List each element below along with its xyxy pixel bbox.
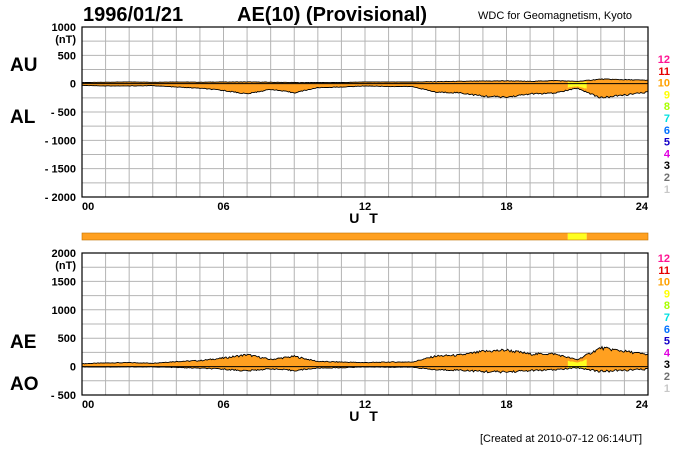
ae-ao-station-count-label: 10 [658, 277, 670, 289]
ae-ao-station-count-label: 1 [664, 383, 670, 395]
au-al-ytick-label: - 2000 [45, 192, 76, 204]
ae-ao-ytick-label: 1500 [52, 276, 76, 288]
ae-ao-station-count-label: 4 [664, 347, 671, 359]
au-al-ytick-label: 500 [58, 50, 76, 62]
au-al-xtick-label: 00 [82, 201, 94, 213]
au-al-station-count-label: 3 [664, 160, 670, 172]
au-al-xaxis-label: U T [349, 210, 381, 226]
ae-ao-station-count-label: 5 [664, 336, 670, 348]
ae-ao-xtick-label: 24 [636, 399, 649, 411]
date-label: 1996/01/21 [83, 4, 184, 26]
ae-ao-ytick-label: 500 [58, 333, 76, 345]
created-timestamp: [Created at 2010-07-12 06:14UT] [480, 433, 643, 445]
au-al-station-count-label: 8 [664, 101, 670, 113]
au-al-unit-label: (nT) [55, 34, 76, 46]
au-al-plot-frame [81, 26, 649, 198]
ae-ao-unit-label: (nT) [55, 260, 76, 272]
ae-ao-xaxis-label: U T [349, 408, 381, 424]
au-al-station-count-label: 5 [664, 137, 670, 149]
coverage-bar-frame [81, 232, 649, 241]
au-al-station-count-label: 7 [664, 113, 670, 125]
au-al-series-label-au: AU [10, 55, 37, 76]
au-al-station-count-label: 11 [658, 66, 670, 78]
ae-ao-station-count-label: 9 [664, 288, 670, 300]
ae-ao-ytick-label: 2000 [52, 248, 76, 260]
au-al-station-count-label: 6 [664, 125, 670, 137]
ae-ao-xtick-label: 00 [82, 399, 94, 411]
au-al-ytick-label: - 500 [51, 107, 76, 119]
ae-ao-station-count-label: 7 [664, 312, 670, 324]
au-al-ytick-label: - 1000 [45, 135, 76, 147]
ae-ao-band-highlight [567, 359, 587, 369]
au-al-xtick-label: 18 [500, 201, 512, 213]
ae-ao-ytick-label: 0 [70, 362, 76, 374]
au-al-station-count-label: 1 [664, 184, 670, 196]
au-al-series-label-al: AL [10, 107, 36, 128]
ae-ao-station-count-label: 3 [664, 359, 670, 371]
ae-ao-series-label-ao: AO [10, 374, 39, 395]
ae-ao-series-label-ae: AE [10, 332, 36, 353]
ae-ao-ae-line [81, 345, 649, 365]
ae-ao-ytick-label: - 500 [51, 390, 76, 402]
au-al-xtick-label: 06 [217, 201, 229, 213]
au-al-station-count-label: 2 [664, 172, 670, 184]
ae-ao-station-count-label: 12 [658, 253, 670, 265]
coverage-bar-segment [82, 233, 568, 240]
au-al-station-count-label: 10 [658, 78, 670, 90]
au-al-station-count-label: 9 [664, 89, 670, 101]
coverage-bar-segment [586, 233, 648, 240]
ae-ao-xtick-label: 18 [500, 399, 512, 411]
au-al-station-count-label: 4 [664, 148, 671, 160]
ae-ao-xtick-label: 06 [217, 399, 229, 411]
ae-ao-station-count-label: 8 [664, 300, 670, 312]
au-al-xtick-label: 12 [359, 201, 371, 213]
au-al-al-line [81, 84, 648, 99]
coverage-bar-segment [567, 233, 587, 240]
ae-ao-station-count-label: 2 [664, 371, 670, 383]
source-label: WDC for Geomagnetism, Kyoto [478, 10, 633, 22]
au-al-station-count-label: 12 [658, 54, 670, 66]
au-al-ytick-label: 1000 [52, 22, 76, 34]
chart-title: AE(10) (Provisional) [237, 4, 428, 26]
au-al-ytick-label: 0 [70, 79, 76, 91]
ae-ao-xtick-label: 12 [359, 399, 371, 411]
au-al-au-line [81, 78, 648, 84]
ae-ao-station-count-label: 11 [658, 265, 670, 277]
ae-ao-plot-frame [81, 252, 649, 396]
ae-ao-ytick-label: 1000 [52, 305, 76, 317]
au-al-xtick-label: 24 [636, 201, 649, 213]
au-al-ytick-label: - 1500 [45, 164, 76, 176]
ae-ao-station-count-label: 6 [664, 324, 670, 336]
